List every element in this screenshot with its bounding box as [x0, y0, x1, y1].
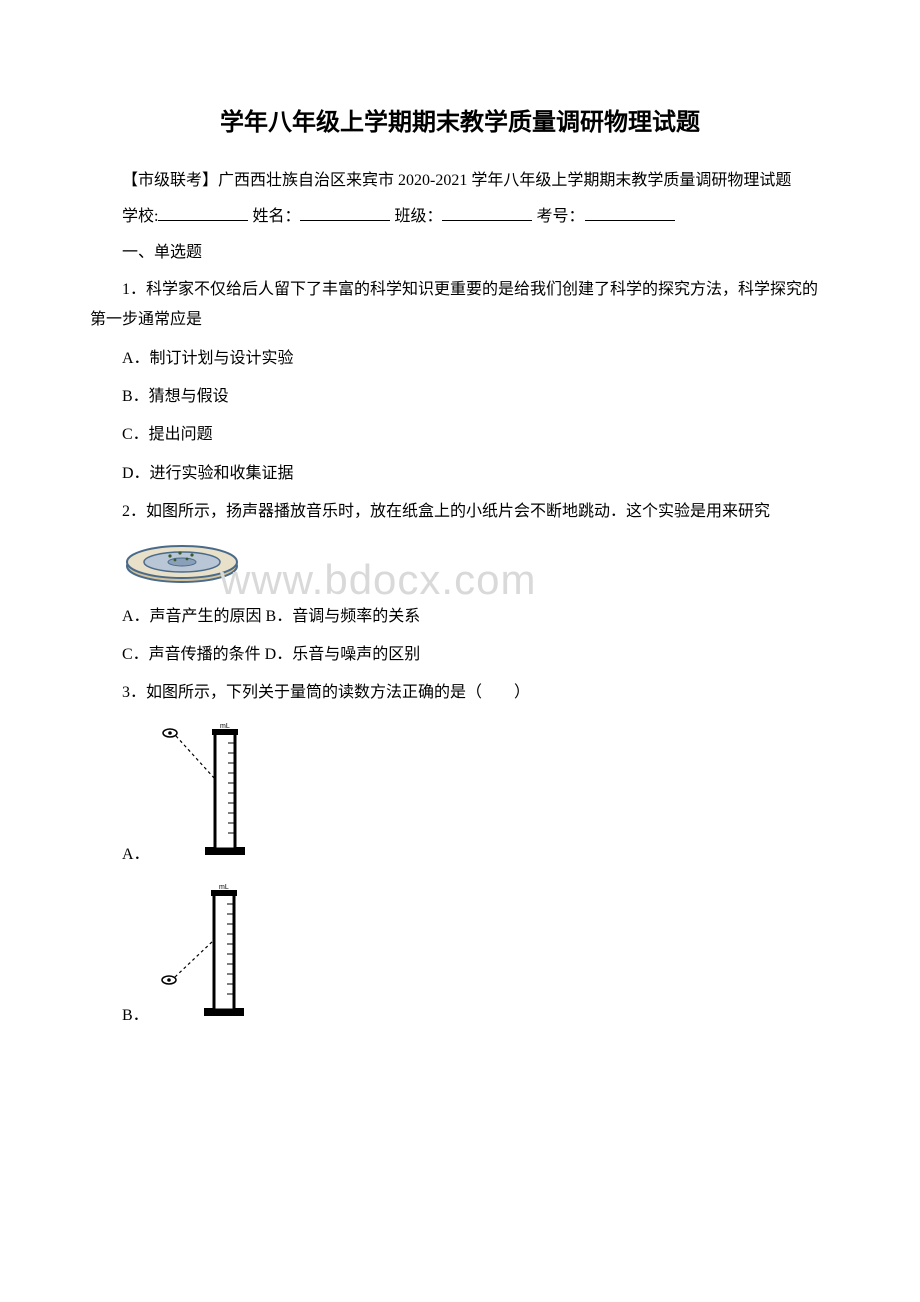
school-blank[interactable] [158, 204, 248, 221]
q1-option-b: B．猜想与假设 [90, 382, 830, 412]
q2-option-cd: C．声音传播的条件 D．乐音与噪声的区别 [90, 640, 830, 670]
name-blank[interactable] [300, 204, 390, 221]
svg-text:mL: mL [219, 884, 229, 891]
cylinder-a-icon: mL [160, 719, 250, 870]
class-label: 班级： [394, 208, 442, 225]
q3-figure-b-row: B． mL [90, 880, 830, 1031]
speaker-figure [122, 534, 242, 594]
svg-text:mL: mL [220, 723, 230, 730]
section-heading: 一、单选题 [90, 238, 830, 268]
examno-label: 考号： [536, 208, 584, 225]
q1-stem: 1．科学家不仅给后人留下了丰富的科学知识更重要的是给我们创建了科学的探究方法，科… [90, 275, 830, 336]
q3-figure-a-row: A． mL [90, 719, 830, 870]
q1-option-c: C．提出问题 [90, 420, 830, 450]
examno-blank[interactable] [585, 204, 675, 221]
subtitle: 【市级联考】广西西壮族自治区来宾市 2020-2021 学年八年级上学期期末教学… [90, 166, 830, 196]
q2-option-ab: A．声音产生的原因 B．音调与频率的关系 [90, 602, 830, 632]
page-title: 学年八年级上学期期末教学质量调研物理试题 [90, 100, 830, 146]
q3-stem: 3．如图所示，下列关于量筒的读数方法正确的是（ ） [90, 678, 830, 708]
q1-option-d: D．进行实验和收集证据 [90, 459, 830, 489]
class-blank[interactable] [442, 204, 532, 221]
q2-stem: 2．如图所示，扬声器播放音乐时，放在纸盒上的小纸片会不断地跳动．这个实验是用来研… [90, 497, 830, 527]
q3-option-a-label: A． [90, 840, 150, 870]
cylinder-b-icon: mL [159, 880, 249, 1031]
q3-option-b-label: B． [90, 1001, 149, 1031]
name-label: 姓名： [252, 208, 300, 225]
school-label: 学校: [122, 208, 158, 225]
q1-option-a: A．制订计划与设计实验 [90, 344, 830, 374]
form-line: 学校: 姓名： 班级： 考号： [90, 202, 830, 232]
